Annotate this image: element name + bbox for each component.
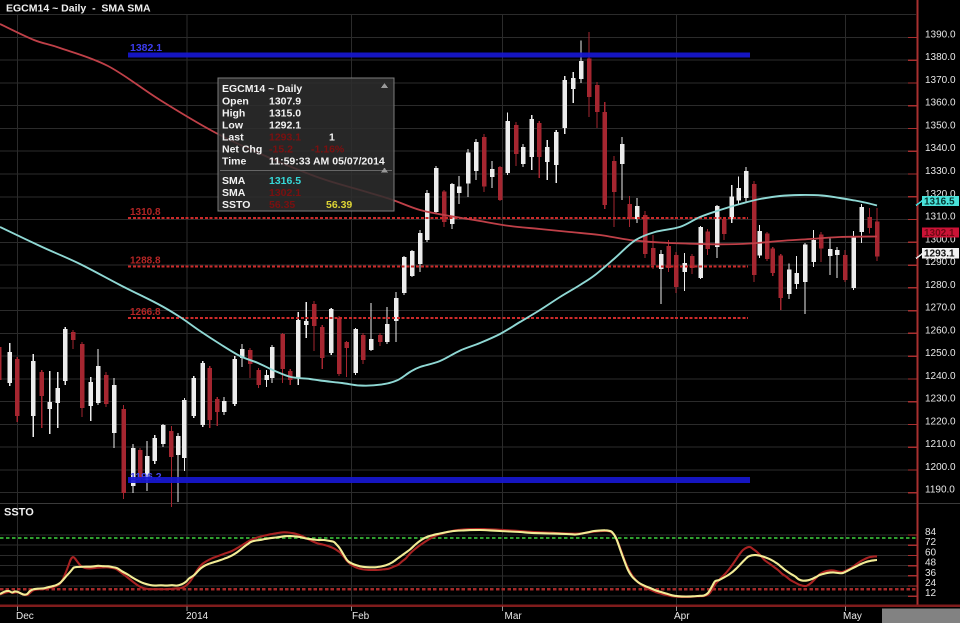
svg-text:1293.1: 1293.1 xyxy=(924,249,955,260)
svg-text:1280.0: 1280.0 xyxy=(925,280,956,291)
svg-text:1320.0: 1320.0 xyxy=(925,189,956,200)
svg-text:SMA: SMA xyxy=(222,187,246,199)
svg-text:1288.8: 1288.8 xyxy=(130,256,161,267)
svg-text:1210.0: 1210.0 xyxy=(925,439,956,450)
svg-text:11:59:33 AM 05/07/2014: 11:59:33 AM 05/07/2014 xyxy=(269,156,385,168)
svg-text:1340.0: 1340.0 xyxy=(925,143,956,154)
svg-text:High: High xyxy=(222,108,245,120)
svg-text:72: 72 xyxy=(925,537,937,548)
svg-text:1315.0: 1315.0 xyxy=(269,108,301,120)
svg-text:56.35: 56.35 xyxy=(269,199,295,211)
svg-text:Low: Low xyxy=(222,120,244,132)
svg-text:1266.8: 1266.8 xyxy=(130,307,161,318)
svg-text:EGCM14 ~ Daily - SMA SMA: EGCM14 ~ Daily - SMA SMA xyxy=(6,3,151,15)
svg-text:1293.1: 1293.1 xyxy=(269,132,301,144)
svg-text:1190.0: 1190.0 xyxy=(925,485,955,496)
svg-text:1240.0: 1240.0 xyxy=(925,371,956,382)
svg-text:SMA: SMA xyxy=(222,175,246,187)
svg-text:1316.5: 1316.5 xyxy=(924,196,955,207)
svg-text:2014: 2014 xyxy=(186,611,209,622)
svg-text:1292.1: 1292.1 xyxy=(269,120,301,132)
svg-text:1200.0: 1200.0 xyxy=(925,462,956,473)
svg-text:48: 48 xyxy=(925,558,937,569)
svg-text:56.39: 56.39 xyxy=(326,199,352,211)
svg-text:-1.16%: -1.16% xyxy=(311,144,345,156)
svg-text:1302.1: 1302.1 xyxy=(924,228,955,239)
svg-text:Dec: Dec xyxy=(16,611,34,622)
svg-text:May: May xyxy=(843,611,862,622)
svg-text:1307.9: 1307.9 xyxy=(269,96,301,108)
svg-text:1250.0: 1250.0 xyxy=(925,348,956,359)
svg-text:1390.0: 1390.0 xyxy=(925,29,956,40)
svg-text:84: 84 xyxy=(925,527,937,538)
svg-text:Last: Last xyxy=(222,132,244,144)
svg-text:EGCM14 ~ Daily: EGCM14 ~ Daily xyxy=(222,83,302,95)
svg-text:1330.0: 1330.0 xyxy=(925,166,956,177)
svg-text:SSTO: SSTO xyxy=(222,199,250,211)
svg-text:1260.0: 1260.0 xyxy=(925,325,956,336)
svg-text:1310.0: 1310.0 xyxy=(925,212,956,223)
svg-text:12: 12 xyxy=(925,588,937,599)
svg-text:1370.0: 1370.0 xyxy=(925,75,956,86)
svg-text:36: 36 xyxy=(925,568,937,579)
svg-text:1380.0: 1380.0 xyxy=(925,52,956,63)
svg-text:1300.0: 1300.0 xyxy=(925,234,956,245)
svg-text:1270.0: 1270.0 xyxy=(925,303,956,314)
svg-text:1302.1: 1302.1 xyxy=(269,187,301,199)
svg-text:1360.0: 1360.0 xyxy=(925,98,956,109)
svg-text:Feb: Feb xyxy=(352,611,370,622)
svg-text:Net Chg: Net Chg xyxy=(222,144,262,156)
svg-text:1230.0: 1230.0 xyxy=(925,394,956,405)
svg-text:1290.0: 1290.0 xyxy=(925,257,956,268)
svg-text:Open: Open xyxy=(222,96,249,108)
svg-text:SSTO: SSTO xyxy=(4,507,34,519)
svg-text:1310.8: 1310.8 xyxy=(130,207,161,218)
svg-text:Mar: Mar xyxy=(505,611,523,622)
svg-text:1220.0: 1220.0 xyxy=(925,416,956,427)
svg-text:60: 60 xyxy=(925,547,937,558)
svg-text:1350.0: 1350.0 xyxy=(925,121,956,132)
svg-text:24: 24 xyxy=(925,578,937,589)
svg-text:Apr: Apr xyxy=(674,611,690,622)
svg-text:1: 1 xyxy=(329,132,335,144)
svg-text:Time: Time xyxy=(222,156,246,168)
svg-text:1382.1: 1382.1 xyxy=(130,42,162,54)
svg-text:-15.2: -15.2 xyxy=(269,144,293,156)
svg-text:1316.5: 1316.5 xyxy=(269,175,301,187)
